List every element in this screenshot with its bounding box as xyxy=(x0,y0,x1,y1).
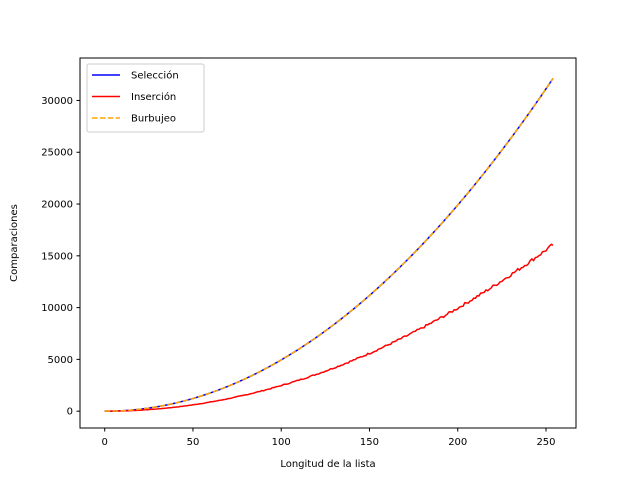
x-axis-label: Longitud de la lista xyxy=(280,459,375,470)
legend-label: Burbujeo xyxy=(131,114,176,125)
y-tick-label: 20000 xyxy=(41,200,73,211)
x-tick-label: 50 xyxy=(187,437,200,448)
y-tick-label: 15000 xyxy=(41,251,73,262)
x-tick-label: 0 xyxy=(102,437,108,448)
series-line-3 xyxy=(104,77,554,412)
series-layer xyxy=(104,77,554,412)
x-tick-label: 250 xyxy=(536,437,555,448)
legend-label: Inserción xyxy=(131,91,176,103)
legend: Selección Inserción Burbujeo xyxy=(86,63,205,133)
y-tick-label: 5000 xyxy=(48,355,73,366)
y-axis: 0 5000 10000 15000 20000 25000 30000 xyxy=(41,96,80,418)
y-tick-label: 30000 xyxy=(41,96,73,107)
series-line-2 xyxy=(104,243,554,412)
x-tick-label: 200 xyxy=(448,437,467,448)
legend-label: Selección xyxy=(131,70,179,82)
plot-frame xyxy=(79,57,577,429)
x-tick-label: 150 xyxy=(360,437,379,448)
y-tick-label: 0 xyxy=(67,407,73,418)
x-axis: 0 50 100 150 200 250 xyxy=(102,428,556,448)
x-tick-label: 100 xyxy=(272,437,291,448)
y-tick-label: 10000 xyxy=(41,303,73,314)
y-axis-label: Comparaciones xyxy=(9,204,20,282)
y-tick-label: 25000 xyxy=(41,148,73,159)
legend-box xyxy=(86,63,205,133)
